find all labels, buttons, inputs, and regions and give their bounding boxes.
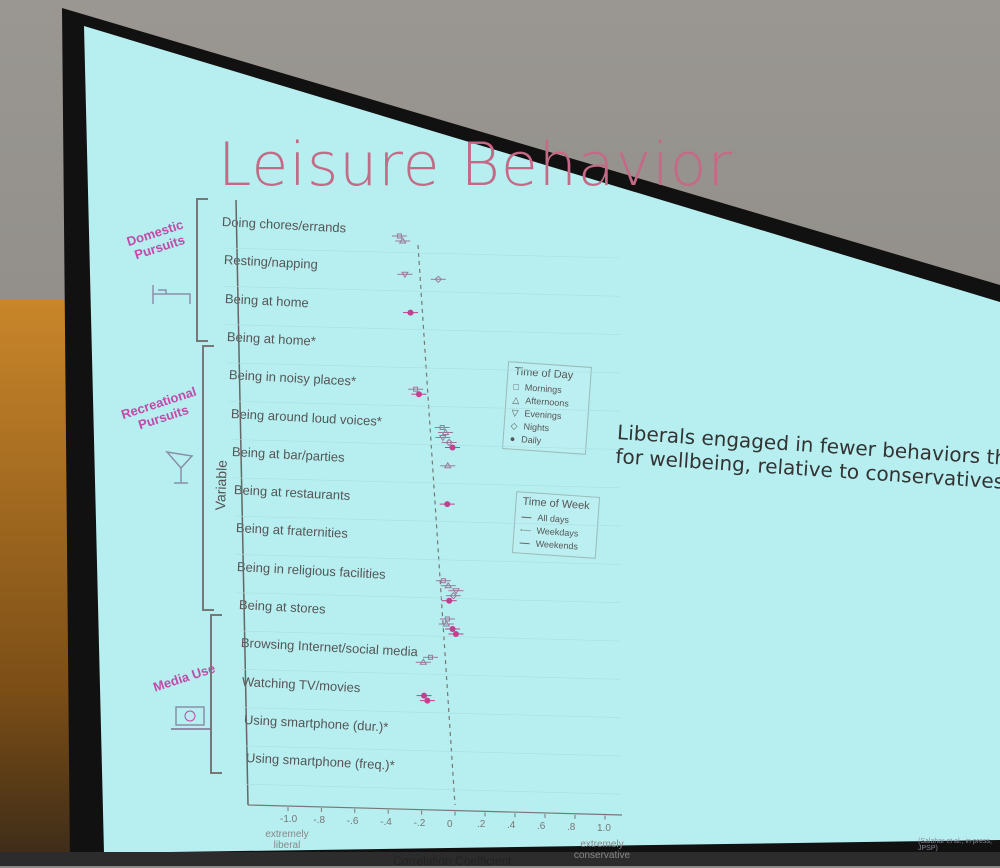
point-marker: [427, 654, 433, 660]
point-marker: [434, 275, 442, 284]
point-marker: [452, 631, 459, 637]
y-axis-line: [235, 199, 249, 806]
row-gridline: [233, 515, 621, 527]
row-gridline: [240, 669, 621, 680]
point-marker: [441, 428, 450, 435]
laptop-icon: [171, 706, 210, 730]
point-marker: [444, 616, 450, 622]
row-gridline: [237, 592, 621, 603]
point-marker: [444, 581, 453, 589]
point-marker: [424, 697, 431, 704]
point-marker: [440, 578, 446, 584]
row-gridline: [232, 477, 621, 489]
point-marker: [421, 692, 428, 699]
row-gridline: [242, 707, 621, 718]
x-tick-label: -.6: [346, 815, 359, 827]
wood-panel: [0, 300, 70, 866]
point-marker: [438, 435, 447, 442]
bracket-recreational: [202, 345, 214, 611]
point-marker: [443, 461, 452, 469]
point-marker: [444, 501, 451, 508]
x-right-note: extremely conservative: [573, 839, 631, 861]
bed-icon: [152, 285, 191, 304]
point-marker: [419, 658, 428, 665]
point-marker: [442, 620, 451, 627]
x-tick-label: .6: [537, 821, 546, 833]
point-marker: [446, 597, 453, 604]
bracket-media: [210, 614, 222, 774]
row-gridline: [230, 439, 621, 450]
x-left-note: extremely liberal: [265, 829, 309, 851]
x-tick-label: -1.0: [280, 814, 298, 826]
point-marker: [415, 391, 422, 398]
citation: (Salahar et al., in press, JPSP): [918, 838, 992, 852]
row-gridline: [245, 783, 621, 795]
cocktail-icon: [165, 450, 194, 484]
x-tick-label: -.4: [380, 816, 392, 828]
point-marker: [413, 386, 419, 392]
point-marker: [407, 309, 414, 316]
bracket-domestic: [196, 198, 208, 342]
x-tick-label: -.2: [413, 817, 426, 829]
point-marker: [439, 425, 445, 430]
row-gridline: [235, 554, 621, 565]
x-tick-label: .2: [477, 819, 486, 831]
x-axis-line: [247, 804, 623, 816]
x-axis-title: Correlation Coefficient: [393, 854, 512, 868]
x-tick-label: .4: [507, 820, 516, 832]
x-tick-label: -.8: [313, 814, 326, 826]
point-marker: [401, 271, 409, 279]
point-marker: [452, 588, 460, 595]
x-tick-label: 0: [447, 818, 453, 830]
row-gridline: [244, 745, 621, 757]
row-gridline: [225, 324, 621, 335]
row-gridline: [227, 362, 621, 374]
slide-title: Leisure Behavior: [218, 130, 734, 200]
screen-bottom-bar: [0, 852, 1000, 866]
point-marker: [449, 444, 456, 451]
point-marker: [398, 237, 407, 244]
row-gridline: [228, 400, 621, 412]
row-gridline: [238, 630, 621, 642]
point-marker: [396, 233, 402, 239]
point-marker: [449, 591, 458, 600]
row-gridline: [221, 247, 621, 259]
point-marker: [449, 626, 456, 632]
row-gridline: [223, 286, 621, 297]
x-tick-label: 1.0: [597, 822, 611, 834]
x-tick-label: .8: [567, 821, 576, 833]
point-marker: [445, 438, 453, 447]
zero-reference-line: [417, 244, 456, 806]
